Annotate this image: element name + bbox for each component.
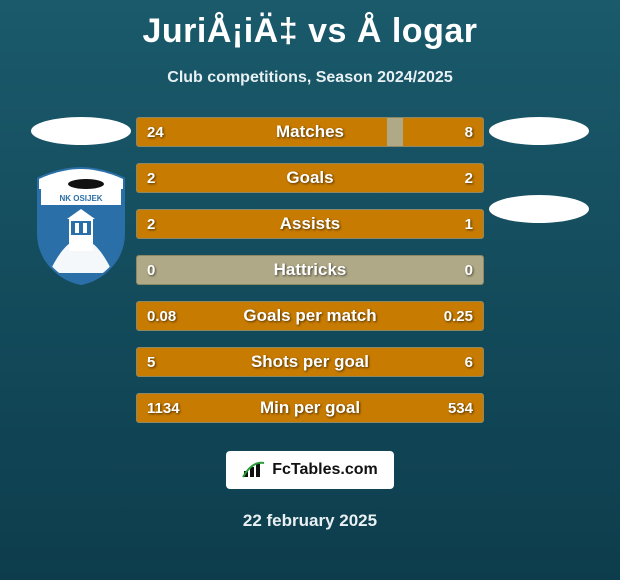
stat-value-right: 8 xyxy=(465,124,473,141)
stat-bar-right-fill xyxy=(309,164,483,192)
footer-brand-text: FcTables.com xyxy=(272,461,378,479)
right-player-placeholder xyxy=(489,117,589,145)
stat-row: 1134 Min per goal 534 xyxy=(136,393,484,423)
stat-row: 24 Matches 8 xyxy=(136,117,484,147)
stat-label: Shots per goal xyxy=(251,352,369,372)
stat-value-right: 534 xyxy=(448,400,473,417)
stat-label: Goals xyxy=(286,168,333,188)
stat-label: Min per goal xyxy=(260,398,360,418)
stat-label: Matches xyxy=(276,122,344,142)
stat-value-left: 0.08 xyxy=(147,308,176,325)
svg-text:NK OSIJEK: NK OSIJEK xyxy=(59,194,102,203)
stat-value-right: 0.25 xyxy=(444,308,473,325)
stat-row: 2 Goals 2 xyxy=(136,163,484,193)
stat-value-left: 0 xyxy=(147,262,155,279)
left-player-placeholder xyxy=(31,117,131,145)
stat-bar-left-fill xyxy=(137,164,311,192)
comparison-content: NK OSIJEK 24 Matches 8 2 Goals 2 2 Assists 1 0 Hat… xyxy=(0,117,620,423)
stat-row: 0 Hattricks 0 xyxy=(136,255,484,285)
stat-row: 2 Assists 1 xyxy=(136,209,484,239)
stat-label: Assists xyxy=(280,214,340,234)
stat-row: 5 Shots per goal 6 xyxy=(136,347,484,377)
stat-label: Hattricks xyxy=(274,260,347,280)
stat-value-left: 2 xyxy=(147,216,155,233)
stat-value-left: 24 xyxy=(147,124,164,141)
stat-bar-left-fill xyxy=(137,118,387,146)
right-club-placeholder xyxy=(489,195,589,223)
stat-value-right: 6 xyxy=(465,354,473,371)
stat-value-left: 2 xyxy=(147,170,155,187)
right-player-column xyxy=(484,117,594,223)
comparison-date: 22 february 2025 xyxy=(0,511,620,531)
subtitle: Club competitions, Season 2024/2025 xyxy=(0,69,620,87)
fctables-logo[interactable]: FcTables.com xyxy=(226,451,394,489)
stat-value-right: 0 xyxy=(465,262,473,279)
nk-osijek-shield-icon: NK OSIJEK xyxy=(31,165,131,285)
stat-value-left: 1134 xyxy=(147,400,180,417)
stat-label: Goals per match xyxy=(243,306,376,326)
stat-value-left: 5 xyxy=(147,354,155,371)
left-player-column: NK OSIJEK xyxy=(26,117,136,285)
stat-value-right: 1 xyxy=(465,216,473,233)
stat-value-right: 2 xyxy=(465,170,473,187)
bar-chart-icon xyxy=(242,461,266,479)
stat-row: 0.08 Goals per match 0.25 xyxy=(136,301,484,331)
page-title: JuriÅ¡iÄ‡ vs Å logar xyxy=(0,0,620,51)
stat-bars: 24 Matches 8 2 Goals 2 2 Assists 1 0 Hattricks 0 0.0… xyxy=(136,117,484,423)
left-club-badge: NK OSIJEK xyxy=(31,165,131,285)
